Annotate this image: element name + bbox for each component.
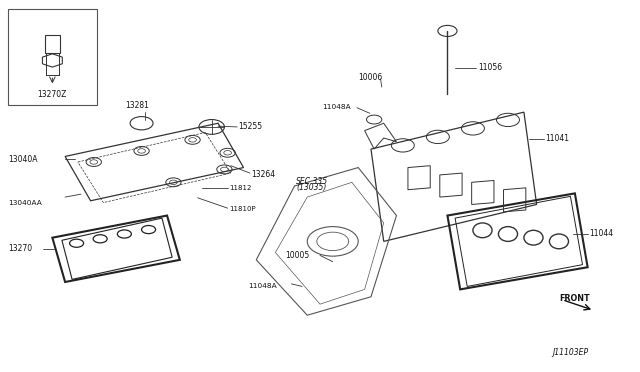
Text: (13035): (13035) [296, 183, 327, 192]
Text: 13040AA: 13040AA [8, 200, 42, 206]
Text: 11048A: 11048A [248, 283, 277, 289]
Text: 13281: 13281 [125, 101, 150, 110]
Text: FRONT: FRONT [559, 294, 589, 303]
Text: 11041: 11041 [545, 134, 570, 143]
Text: 11044: 11044 [589, 230, 613, 238]
Text: 13270Z: 13270Z [38, 90, 67, 99]
Text: 15255: 15255 [239, 122, 262, 131]
Text: 13270: 13270 [8, 244, 32, 253]
Text: 13040A: 13040A [8, 155, 37, 164]
Bar [8, 9, 97, 105]
Text: 11048A: 11048A [322, 104, 351, 110]
Text: 11810P: 11810P [229, 206, 255, 212]
Text: 10006: 10006 [358, 73, 383, 81]
Text: 11812: 11812 [229, 185, 252, 191]
Text: 10005: 10005 [285, 251, 310, 260]
Text: 13264: 13264 [251, 170, 275, 179]
Text: J11103EP: J11103EP [552, 348, 589, 357]
Text: 11056: 11056 [478, 63, 502, 72]
Text: SEC.335: SEC.335 [296, 177, 328, 186]
